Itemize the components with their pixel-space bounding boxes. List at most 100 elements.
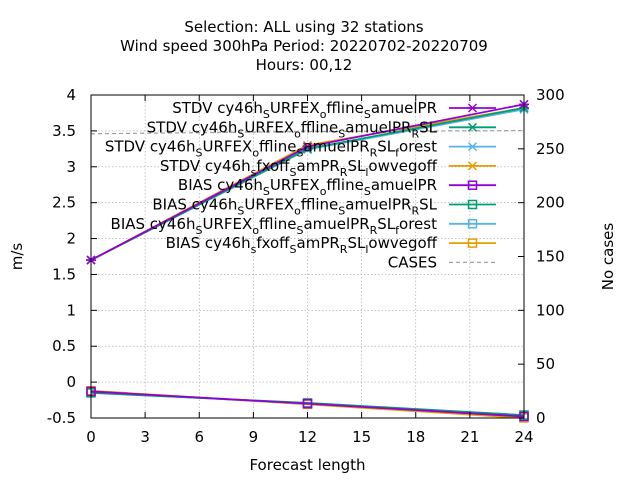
legend-label-text: STDV cy46h <box>160 157 251 175</box>
data-point <box>467 161 478 171</box>
legend-entry: STDV cy46hsfxoffSamPRRSLlowvegoff <box>160 157 496 179</box>
legend-label-text: owvegoff <box>368 234 437 252</box>
data-point <box>467 219 478 229</box>
legend-label-text: SL <box>419 196 438 214</box>
legend-label-subscript: R <box>370 147 378 160</box>
legend-label-subscript: f <box>395 147 400 160</box>
legend-label-text: URFEX <box>270 176 320 194</box>
legend-label-subscript: o <box>294 205 301 218</box>
legend-label-subscript: R <box>340 243 348 256</box>
legend-label-text: STDV cy46h <box>105 138 196 156</box>
legend-label-subscript: S <box>296 224 303 237</box>
legend-label-text: SL <box>377 215 396 233</box>
x-tick-label: 18 <box>406 428 425 446</box>
legend-label-subscript: S <box>290 243 297 256</box>
y-tick-label: -0.5 <box>47 409 76 427</box>
legend-entry: BIAS cy46hSURFEXofflineSamuelPR <box>178 176 496 198</box>
x-tick-label: 6 <box>194 428 204 446</box>
legend-label-subscript: S <box>290 166 297 179</box>
legend-label-subscript: S <box>263 185 270 198</box>
legend-label-subscript: o <box>320 108 327 121</box>
legend-label-text: URFEX <box>244 196 294 214</box>
legend-label-subscript: S <box>237 127 244 140</box>
legend-label-text: amPR <box>297 157 340 175</box>
data-point <box>467 103 478 113</box>
legend-entry: BIAS cy46hsfxoffSamPRRSLlowvegoff <box>166 234 496 256</box>
legend-label-subscript: R <box>340 166 348 179</box>
legend-label-text: amuelPR <box>371 176 437 194</box>
legend-label-text: BIAS cy46h <box>178 176 263 194</box>
x-tick-label: 24 <box>514 428 533 446</box>
legend-label-text: URFEX <box>244 118 294 136</box>
legend-label-subscript: l <box>365 243 368 256</box>
legend-entry: BIAS cy46hSURFEXofflineSamuelPRRSL <box>152 196 496 218</box>
legend-label-subscript: o <box>252 147 259 160</box>
legend-label-subscript: l <box>365 166 368 179</box>
x-tick-label: 9 <box>249 428 259 446</box>
legend-label-text: ffline <box>301 118 338 136</box>
legend-label-subscript: o <box>294 127 301 140</box>
series-line <box>90 129 525 135</box>
x-tick-label: 12 <box>298 428 317 446</box>
legend-label-subscript: s <box>251 243 257 256</box>
y2-tick-label: 0 <box>536 409 546 427</box>
data-point <box>302 142 313 152</box>
chart-title-line: Wind speed 300hPa Period: 20220702-20220… <box>120 37 488 55</box>
legend-label-text: SL <box>377 138 396 156</box>
chart-title-line: Selection: ALL using 32 stations <box>184 18 423 36</box>
y2-axis-label: No cases <box>599 223 617 291</box>
legend-label-subscript: R <box>370 224 378 237</box>
y-tick-label: 1 <box>66 301 76 319</box>
y-tick-label: 2 <box>66 230 76 248</box>
y2-tick-label: 200 <box>536 194 565 212</box>
legend-entry: STDV cy46hSURFEXofflineSamuelPRRSL <box>147 118 496 140</box>
data-point <box>302 398 313 409</box>
legend-label-text: amuelPR <box>345 118 411 136</box>
legend-label-text: orest <box>399 138 437 156</box>
legend-label-text: SL <box>347 157 366 175</box>
legend-label-subscript: S <box>196 147 203 160</box>
y2-tick-label: 50 <box>536 355 555 373</box>
y2-tick-label: 300 <box>536 86 565 104</box>
legend-label-text: ffline <box>326 99 363 117</box>
legend-label-text: orest <box>399 215 437 233</box>
y-tick-label: 1.5 <box>52 265 76 283</box>
legend-label-text: SL <box>347 234 366 252</box>
data-point <box>467 199 478 210</box>
y2-tick-label: 100 <box>536 301 565 319</box>
y-axis-label: m/s <box>8 243 26 271</box>
legend-entry: STDV cy46hSURFEXofflineSamuelPRRSLforest <box>105 138 496 160</box>
legend-label-subscript: S <box>364 185 371 198</box>
legend-label-text: SL <box>419 118 438 136</box>
ticks: 0 3 6 9 12 15 18 21 24 -0.5 0 0.5 1 1.5 2 2.5 3 3.5 4 0 50 10… <box>47 86 565 446</box>
y2-tick-label: 150 <box>536 248 565 266</box>
legend-label-text: CASES <box>388 253 437 271</box>
legend-label: STDV cy46hsfxoffSamPRRSLlowvegoff <box>160 157 438 179</box>
x-tick-label: 21 <box>460 428 479 446</box>
y2-tick-label: 250 <box>536 140 565 158</box>
legend-label-text: STDV cy46h <box>147 118 238 136</box>
legend-label-subscript: S <box>338 205 345 218</box>
legend-label-subscript: f <box>395 224 400 237</box>
legend-label-text: fxoff <box>256 157 290 175</box>
legend-label-text: fxoff <box>256 234 290 252</box>
legend-label-text: URFEX <box>203 138 253 156</box>
legend-label-subscript: R <box>411 127 419 140</box>
data-point <box>467 142 478 152</box>
x-tick-label: 15 <box>352 428 371 446</box>
legend-label-text: ffline <box>259 215 296 233</box>
legend-label: STDV cy46hSURFEXofflineSamuelPRRSLforest <box>105 138 437 160</box>
x-tick-label: 3 <box>140 428 150 446</box>
chart-title-line: Hours: 00,12 <box>256 56 353 74</box>
legend-label-text: URFEX <box>270 99 320 117</box>
legend-label-text: owvegoff <box>368 157 437 175</box>
legend-entry: CASES <box>388 253 496 271</box>
y-tick-label: 3 <box>66 158 76 176</box>
legend-label: STDV cy46hSURFEXofflineSamuelPR <box>172 99 437 121</box>
data-point <box>467 180 478 190</box>
y-tick-label: 2.5 <box>52 194 76 212</box>
legend-label-subscript: s <box>251 166 257 179</box>
legend-label-text: BIAS cy46h <box>166 234 251 252</box>
